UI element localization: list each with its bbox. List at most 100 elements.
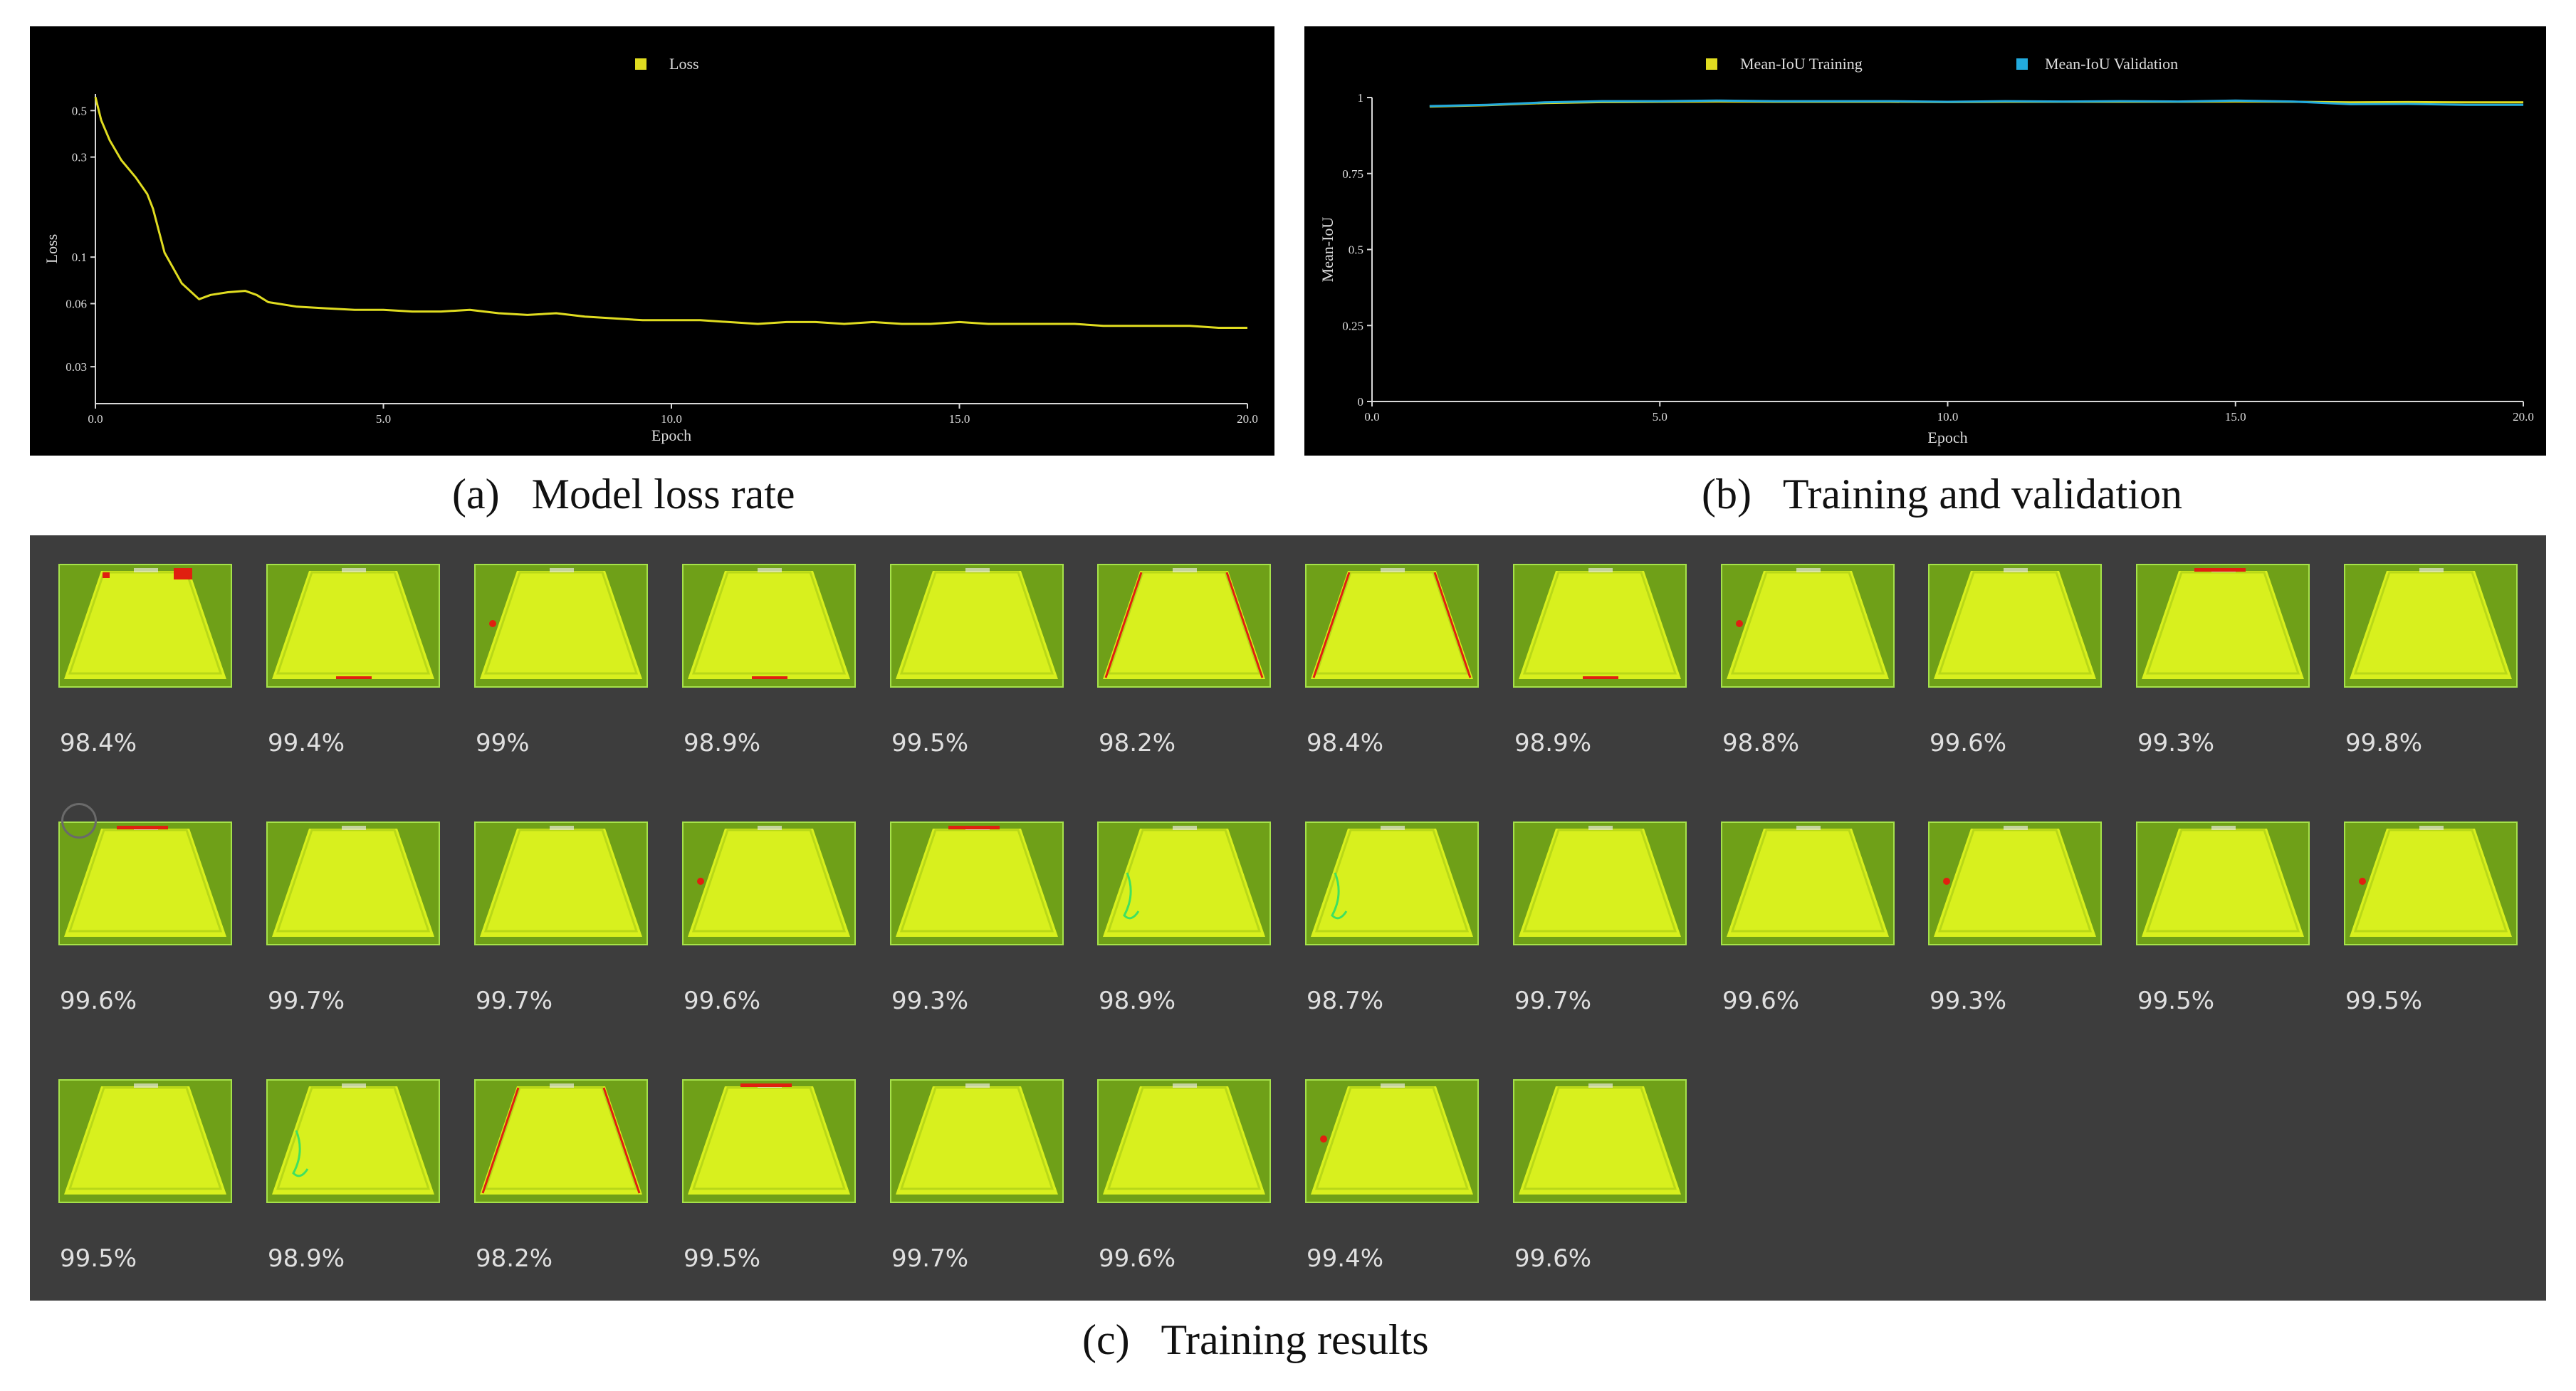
result-thumbnail[interactable] xyxy=(682,822,856,945)
result-thumbnail[interactable] xyxy=(1721,822,1895,945)
result-thumbnail[interactable] xyxy=(682,564,856,688)
y-tick-label: 0.06 xyxy=(66,297,87,310)
segmentation-mask-image xyxy=(1307,1081,1477,1202)
result-thumbnail[interactable] xyxy=(58,564,232,688)
light-strip xyxy=(342,568,366,572)
result-thumbnail[interactable] xyxy=(1097,564,1271,688)
light-strip xyxy=(1173,568,1197,572)
error-mark xyxy=(292,1130,309,1177)
mask-edge xyxy=(276,571,431,675)
light-strip xyxy=(134,568,158,572)
light-strip xyxy=(1381,1083,1405,1088)
x-tick-label: 15.0 xyxy=(949,412,970,426)
error-mark xyxy=(697,878,704,885)
error-mark xyxy=(1104,572,1143,678)
x-tick-label: 0.0 xyxy=(88,412,103,426)
result-thumbnail[interactable] xyxy=(890,822,1064,945)
mask-edge xyxy=(2145,829,2300,933)
mask-trapezoid xyxy=(1934,571,2096,679)
x-axis-label: Epoch xyxy=(651,426,691,444)
mask-trapezoid xyxy=(480,829,642,937)
mask-edge xyxy=(1106,571,1262,675)
mask-trapezoid xyxy=(1934,829,2096,937)
accuracy-label: 99.6% xyxy=(60,987,137,1015)
mask-trapezoid xyxy=(688,1086,850,1195)
result-thumbnail[interactable] xyxy=(1513,822,1687,945)
light-strip xyxy=(342,826,366,830)
result-thumbnail[interactable] xyxy=(1305,564,1479,688)
mask-trapezoid xyxy=(2350,829,2512,937)
accuracy-label: 99.6% xyxy=(1930,729,2007,757)
x-axis-label: Epoch xyxy=(1927,429,1967,446)
result-thumbnail[interactable] xyxy=(682,1079,856,1203)
result-thumbnail[interactable] xyxy=(1928,564,2102,688)
result-thumbnail[interactable] xyxy=(1097,1079,1271,1203)
mask-edge xyxy=(1937,571,2093,675)
result-thumbnail[interactable] xyxy=(474,564,648,688)
error-mark xyxy=(1331,872,1348,920)
mask-edge xyxy=(483,1086,639,1190)
mask-trapezoid xyxy=(896,571,1058,679)
result-thumbnail[interactable] xyxy=(890,1079,1064,1203)
light-strip xyxy=(1796,568,1821,572)
mask-edge xyxy=(1522,571,1677,675)
mask-trapezoid xyxy=(2142,571,2304,679)
mask-trapezoid xyxy=(1311,829,1473,937)
result-thumbnail[interactable] xyxy=(266,822,440,945)
accuracy-label: 99.7% xyxy=(268,987,345,1015)
light-strip xyxy=(342,1083,366,1088)
result-thumbnail[interactable] xyxy=(1513,1079,1687,1203)
accuracy-label: 99.3% xyxy=(891,987,969,1015)
result-thumbnail[interactable] xyxy=(58,1079,232,1203)
result-thumbnail[interactable] xyxy=(1928,822,2102,945)
result-thumbnail[interactable] xyxy=(266,1079,440,1203)
result-thumbnail[interactable] xyxy=(266,564,440,688)
light-strip xyxy=(1381,826,1405,830)
mask-edge xyxy=(1314,829,1470,933)
mask-edge xyxy=(1314,571,1470,675)
x-tick-label: 5.0 xyxy=(1653,410,1667,424)
mask-edge xyxy=(276,1086,431,1190)
mask-edge xyxy=(899,571,1054,675)
error-mark xyxy=(1225,572,1264,678)
segmentation-mask-image xyxy=(476,823,646,944)
error-mark xyxy=(2359,878,2366,885)
result-thumbnail[interactable] xyxy=(58,822,232,945)
error-mark xyxy=(1312,572,1351,678)
legend-swatch-validation xyxy=(2016,58,2028,70)
result-thumbnail[interactable] xyxy=(1721,564,1895,688)
error-mark xyxy=(1943,878,1950,885)
accuracy-label: 99.5% xyxy=(2345,987,2423,1015)
accuracy-label: 98.9% xyxy=(684,729,761,757)
light-strip xyxy=(2211,826,2236,830)
mask-trapezoid xyxy=(1311,571,1473,679)
accuracy-label: 99.4% xyxy=(268,729,345,757)
error-mark xyxy=(174,568,192,579)
mask-trapezoid xyxy=(272,829,434,937)
result-thumbnail[interactable] xyxy=(474,1079,648,1203)
mask-trapezoid xyxy=(1103,571,1265,679)
result-thumbnail[interactable] xyxy=(890,564,1064,688)
result-thumbnail[interactable] xyxy=(2136,822,2310,945)
result-thumbnail[interactable] xyxy=(1097,822,1271,945)
result-thumbnail[interactable] xyxy=(474,822,648,945)
accuracy-label: 99.6% xyxy=(684,987,761,1015)
accuracy-label: 99.5% xyxy=(684,1244,761,1273)
x-tick-label: 10.0 xyxy=(1937,410,1959,424)
mask-edge xyxy=(691,1086,847,1190)
mask-edge xyxy=(483,829,639,933)
caption-c: (c) Training results xyxy=(1082,1316,1429,1363)
result-thumbnail[interactable] xyxy=(1305,1079,1479,1203)
mask-trapezoid xyxy=(688,829,850,937)
result-thumbnail[interactable] xyxy=(1305,822,1479,945)
mask-edge xyxy=(1937,829,2093,933)
x-tick-label: 20.0 xyxy=(2513,410,2534,424)
light-strip xyxy=(758,568,782,572)
result-thumbnail[interactable] xyxy=(2344,822,2518,945)
y-tick-label: 0 xyxy=(1358,395,1364,409)
mask-edge xyxy=(2353,829,2508,933)
x-tick-label: 10.0 xyxy=(661,412,682,426)
result-thumbnail[interactable] xyxy=(2136,564,2310,688)
result-thumbnail[interactable] xyxy=(1513,564,1687,688)
result-thumbnail[interactable] xyxy=(2344,564,2518,688)
